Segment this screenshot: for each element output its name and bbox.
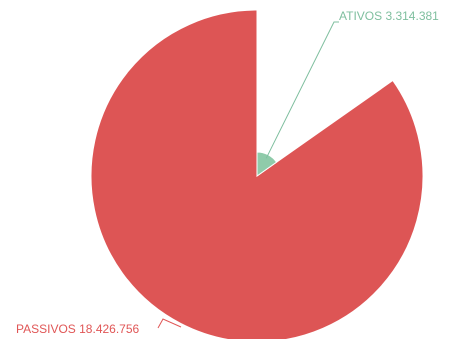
leader-line-passivos — [157, 318, 182, 329]
slice-label-passivos: PASSIVOS 18.426.756 — [16, 322, 140, 336]
leader-line-ativos — [265, 21, 339, 159]
pie-slice-passivos[interactable] — [90, 9, 424, 339]
slice-label-ativos: ATIVOS 3.314.381 — [339, 9, 439, 23]
